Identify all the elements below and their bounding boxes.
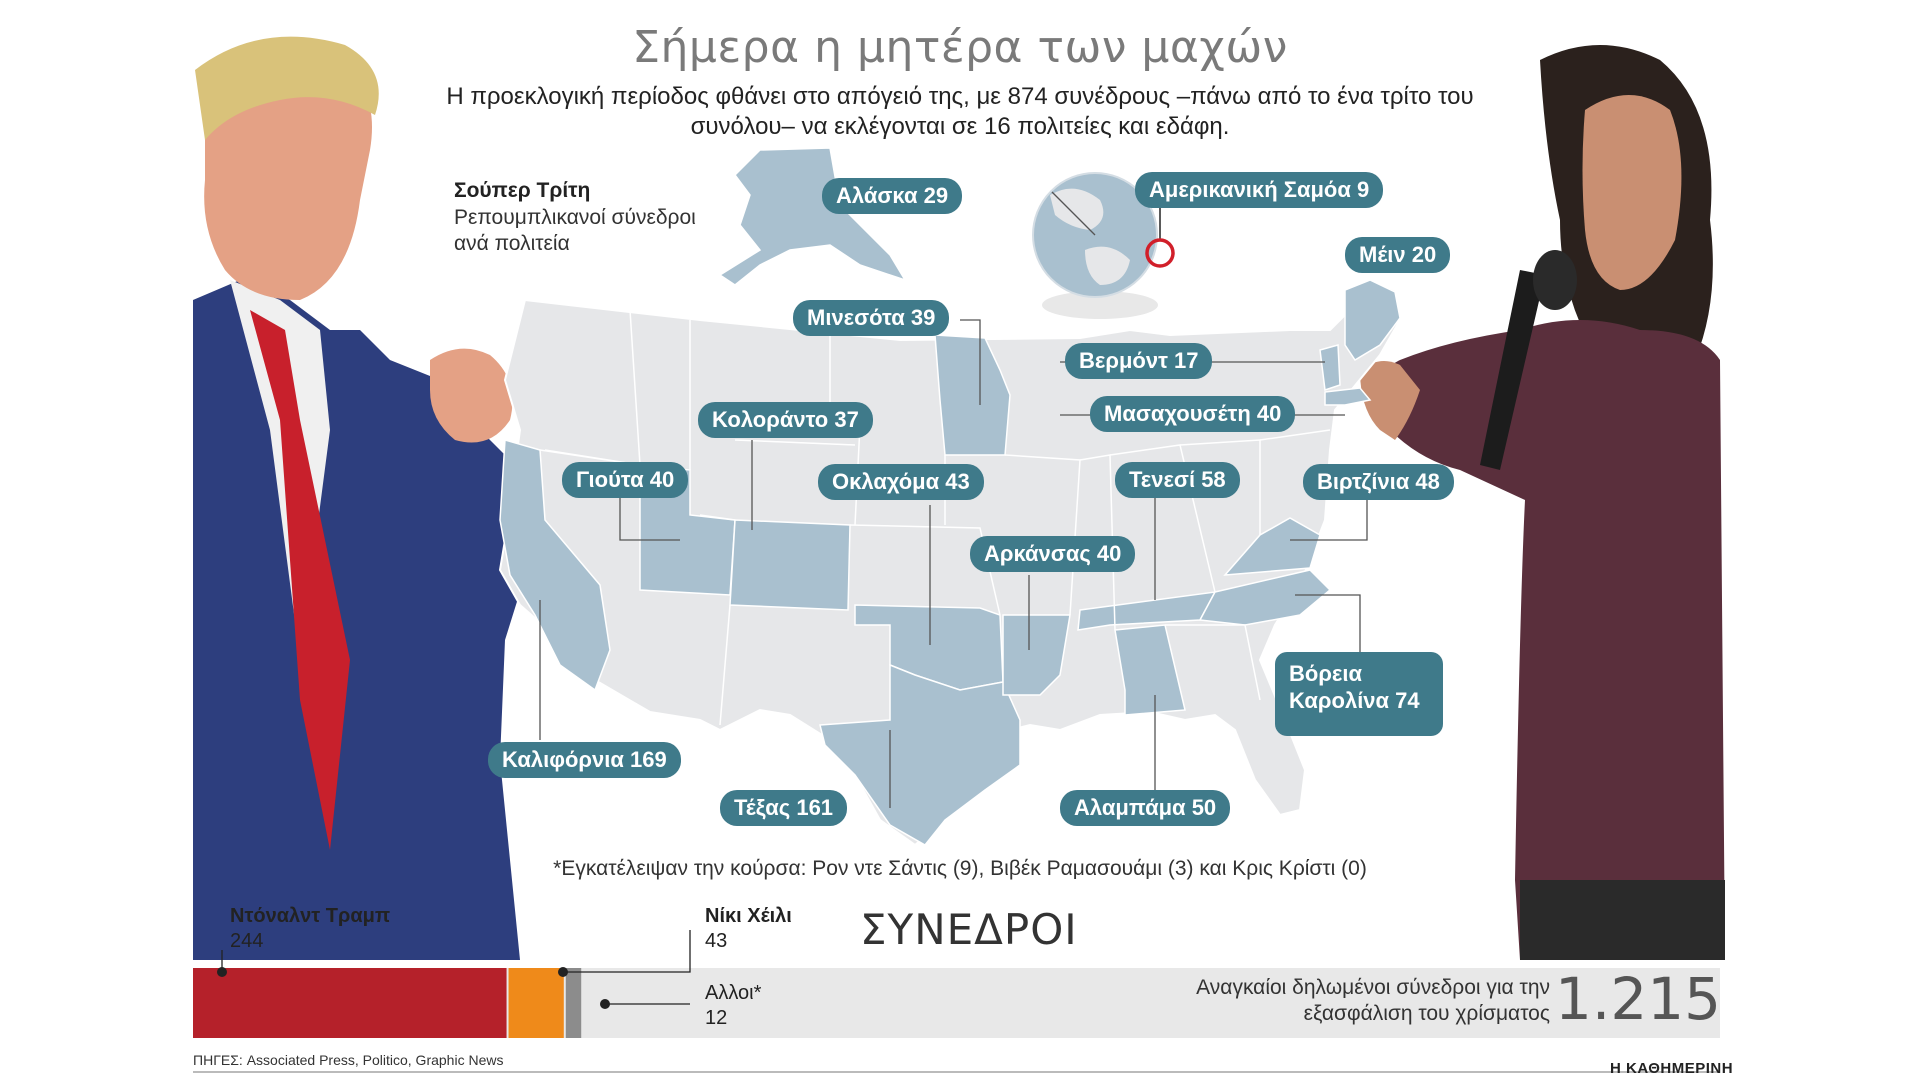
haley-photo — [1360, 45, 1725, 960]
state-california — [499, 439, 611, 692]
bar-others — [565, 968, 582, 1038]
label-massachusetts: Μασαχουσέτη 40 — [1090, 396, 1296, 432]
sources: ΠΗΓΕΣ: Associated Press, Politico, Graph… — [193, 1052, 504, 1068]
label-american-samoa: Αμερικανική Σαμόα 9 — [1135, 172, 1384, 208]
state-massachusetts — [1324, 387, 1372, 406]
label-alaska: Αλάσκα 29 — [822, 178, 963, 214]
bar-trump — [193, 968, 507, 1038]
alaska-shape — [718, 147, 907, 286]
label-minnesota: Μινεσότα 39 — [793, 300, 950, 336]
label-texas: Τέξας 161 — [720, 790, 848, 826]
required-delegates-number: 1.215 — [1555, 965, 1722, 1033]
others-name: Αλλοι* — [705, 982, 762, 1004]
bar-haley — [508, 968, 564, 1038]
label-alabama: Αλαμπάμα 50 — [1060, 790, 1231, 826]
candidate-haley-name: Νίκι Χέιλι — [705, 905, 792, 927]
label-virginia: Βιρτζίνια 48 — [1303, 464, 1454, 500]
trump-photo — [193, 36, 530, 960]
state-vermont — [1319, 344, 1341, 392]
legend-title: Σούπερ Τρίτη — [454, 179, 591, 202]
state-minnesota — [934, 334, 1011, 456]
state-texas — [819, 663, 1021, 846]
delegates-label: ΣΥΝΕΔΡΟΙ — [860, 905, 1078, 954]
state-colorado — [729, 519, 851, 611]
required-delegates-text: Αναγκαίοι δηλωμένοι σύνεδροι για την εξα… — [1196, 976, 1550, 1025]
brand-logo-text: Η ΚΑΘΗΜΕΡΙΝΗ — [1610, 1060, 1734, 1077]
label-arkansas: Αρκάνσας 40 — [970, 536, 1136, 572]
state-arkansas — [1002, 614, 1071, 696]
state-north-carolina — [1198, 569, 1332, 626]
label-tennessee: Τενεσί 58 — [1115, 462, 1240, 498]
page-subtitle: Η προεκλογική περίοδος φθάνει στο απόγει… — [446, 83, 1474, 140]
candidate-trump-value: 244 — [230, 930, 264, 952]
others-value: 12 — [705, 1007, 728, 1029]
delegates-bar — [193, 930, 1720, 1038]
label-california: Καλιφόρνια 169 — [488, 742, 681, 778]
footnote: *Εγκατέλειψαν την κούρσα: Ρον ντε Σάντις… — [553, 857, 1367, 880]
label-north-carolina: Βόρεια Καρολίνα 74 — [1275, 652, 1443, 736]
state-virginia — [1223, 517, 1321, 576]
legend-subtitle: Ρεπουμπλικανοί σύνεδροι ανά πολιτεία — [454, 206, 696, 255]
label-utah: Γιούτα 40 — [562, 462, 689, 498]
label-colorado: Κολοράντο 37 — [698, 402, 873, 438]
label-maine: Μέιν 20 — [1345, 237, 1451, 273]
candidate-haley-value: 43 — [705, 930, 728, 952]
candidate-trump-name: Ντόναλντ Τραμπ — [230, 905, 391, 927]
label-oklahoma: Οκλαχόμα 43 — [818, 464, 984, 500]
label-vermont: Βερμόντ 17 — [1065, 343, 1213, 379]
state-maine — [1344, 279, 1401, 362]
state-tennessee — [1077, 591, 1217, 631]
page-title: Σήμερα η μητέρα των μαχών — [632, 22, 1288, 73]
